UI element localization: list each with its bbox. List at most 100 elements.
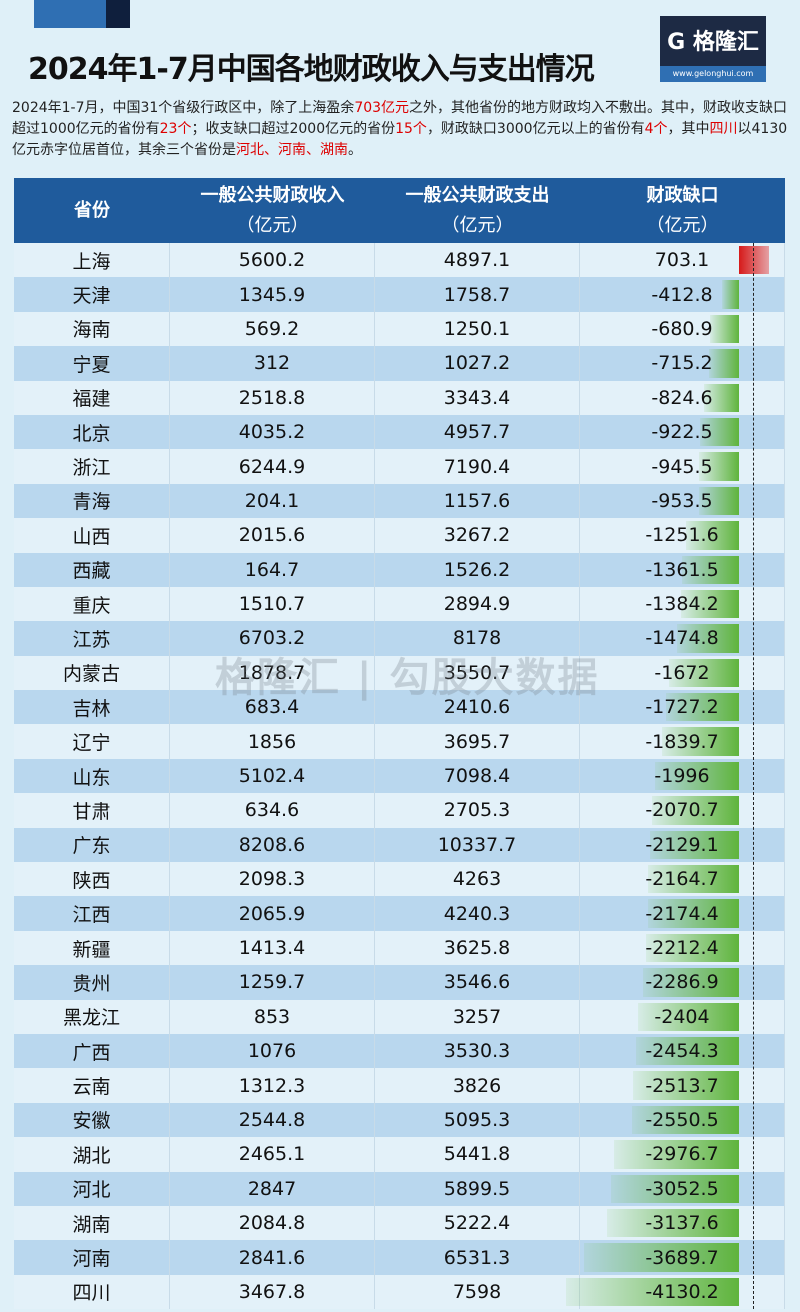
cell-province-text: 江西: [72, 904, 111, 927]
cell-expenditure: 3826: [375, 1068, 580, 1103]
cell-province-text: 宁夏: [72, 353, 111, 376]
cell-province-text: 甘肃: [72, 800, 111, 823]
cell-expenditure-text: 3826: [452, 1074, 502, 1097]
cell-gap: -1474.8: [580, 621, 785, 656]
cell-revenue-text: 1413.4: [238, 937, 306, 959]
cell-gap: -1727.2: [580, 690, 785, 725]
cell-gap: -1996: [580, 758, 785, 794]
cell-province: 北京: [14, 414, 170, 450]
table-row: 天津 1345.9 1758.7 -412.8: [14, 277, 785, 312]
table-row: 湖北 2465.1 5441.8 -2976.7: [14, 1137, 785, 1172]
table-row: 浙江 6244.9 7190.4 -945.5: [14, 449, 785, 484]
cell-gap-text: -680.9: [651, 317, 713, 340]
cell-province: 新疆: [14, 930, 170, 966]
cell-gap-text: -1996: [654, 765, 710, 788]
cell-expenditure: 10337.7: [375, 827, 580, 863]
cell-gap: -3137.6: [580, 1205, 785, 1241]
cell-expenditure-text: 2705.3: [443, 799, 511, 822]
cell-gap: -2212.4: [580, 930, 785, 966]
cell-gap-text: -2164.7: [645, 868, 719, 891]
cell-province: 云南: [14, 1068, 170, 1103]
cell-gap: -1361.5: [580, 552, 785, 587]
cell-expenditure: 4897.1: [375, 243, 580, 278]
cell-expenditure-text: 4897.1: [443, 249, 511, 272]
cell-expenditure: 4263: [375, 862, 580, 897]
fiscal-table: 省份 一般公共财政收入 （亿元） 一般公共财政支出 （亿元） 财政缺口 （亿元） 上海…: [14, 178, 785, 1310]
cell-revenue-text: 1312.3: [238, 1074, 306, 1097]
cell-revenue: 1076: [170, 1033, 375, 1069]
table-row: 云南 1312.3 3826 -2513.7: [14, 1068, 785, 1103]
cell-revenue: 1510.7: [170, 586, 375, 622]
cell-gap-text: -2550.5: [645, 1108, 719, 1131]
cell-gap: -2513.7: [580, 1068, 785, 1103]
cell-gap-text: -1839.7: [645, 730, 719, 753]
cell-expenditure: 3695.7: [375, 724, 580, 759]
cell-province: 甘肃: [14, 793, 170, 828]
cell-gap-text: -2976.7: [645, 1143, 719, 1166]
cell-expenditure: 4240.3: [375, 896, 580, 931]
table-row: 贵州 1259.7 3546.6 -2286.9: [14, 965, 785, 1000]
cell-expenditure-text: 3695.7: [443, 730, 511, 753]
deficit-bar: [721, 280, 739, 309]
cell-revenue-text: 569.2: [244, 317, 300, 340]
cell-expenditure: 1758.7: [375, 277, 580, 312]
cell-province-text: 河南: [72, 1248, 111, 1271]
cell-expenditure-text: 5899.5: [443, 1177, 511, 1200]
cell-revenue-text: 1259.7: [238, 971, 306, 994]
watermark: 格隆汇 | 勾股大数据: [215, 655, 600, 701]
cell-revenue-text: 4035.2: [238, 421, 306, 444]
cell-province: 广东: [14, 827, 170, 863]
deficit-bar: [642, 968, 739, 997]
cell-revenue: 2518.8: [170, 380, 375, 415]
deficit-bar: [666, 693, 739, 722]
table-row: 青海 204.1 1157.6 -953.5: [14, 483, 785, 519]
cell-gap: -2070.7: [580, 793, 785, 828]
cell-revenue: 5600.2: [170, 243, 375, 278]
cell-province-text: 上海: [72, 250, 111, 273]
cell-province: 湖北: [14, 1137, 170, 1172]
cell-province: 宁夏: [14, 346, 170, 381]
cell-expenditure: 7598: [375, 1274, 580, 1310]
cell-revenue-text: 2065.9: [238, 902, 306, 925]
deficit-bar: [635, 1036, 739, 1066]
logo: G 格隆汇 www.gelonghui.com: [660, 16, 766, 82]
deficit-bar: [649, 830, 739, 860]
cell-expenditure: 8178: [375, 621, 580, 656]
cell-gap-text: -2129.1: [645, 833, 719, 856]
cell-province-text: 北京: [72, 422, 111, 445]
cell-province-text: 安徽: [72, 1110, 111, 1133]
cell-gap: -2164.7: [580, 862, 785, 897]
cell-gap-text: -3689.7: [645, 1246, 719, 1269]
deficit-bar: [638, 1002, 739, 1031]
cell-province-text: 黑龙江: [62, 1007, 120, 1030]
deficit-bar: [646, 933, 739, 963]
cell-revenue-text: 1856: [247, 730, 297, 753]
cell-revenue-text: 2841.6: [238, 1246, 306, 1269]
header-gap: 财政缺口 （亿元）: [646, 184, 719, 236]
cell-expenditure-text: 4263: [452, 868, 502, 891]
cell-expenditure-text: 4957.7: [443, 421, 511, 444]
cell-gap: -2976.7: [580, 1137, 785, 1172]
cell-revenue-text: 2084.8: [238, 1212, 306, 1235]
cell-expenditure: 3550.7: [375, 655, 580, 691]
table-row: 上海 5600.2 4897.1 703.1: [14, 243, 785, 278]
table-row: 福建 2518.8 3343.4 -824.6: [14, 380, 785, 415]
cell-revenue-text: 853: [253, 1005, 291, 1028]
cell-expenditure-text: 2894.9: [443, 593, 511, 616]
cell-revenue: 1345.9: [170, 277, 375, 312]
cell-expenditure: 1526.2: [375, 552, 580, 587]
cell-revenue: 1413.4: [170, 930, 375, 966]
cell-province: 西藏: [14, 552, 170, 587]
intro-text: 2024年1-7月，中国31个省级行政区中，除了上海盈余703亿元之外，其他省份…: [12, 100, 788, 158]
cell-revenue-text: 6703.2: [238, 627, 306, 650]
cell-expenditure: 3267.2: [375, 518, 580, 553]
cell-revenue: 634.6: [170, 793, 375, 828]
deficit-bar: [710, 314, 739, 344]
cell-gap-text: -3052.5: [645, 1177, 719, 1200]
cell-revenue-text: 2015.6: [238, 524, 306, 547]
table-row: 四川 3467.8 7598 -4130.2: [14, 1274, 785, 1310]
cell-province: 天津: [14, 277, 170, 312]
cell-revenue-text: 312: [253, 352, 291, 375]
table-row: 重庆 1510.7 2894.9 -1384.2: [14, 586, 785, 622]
cell-revenue-text: 164.7: [244, 558, 300, 581]
